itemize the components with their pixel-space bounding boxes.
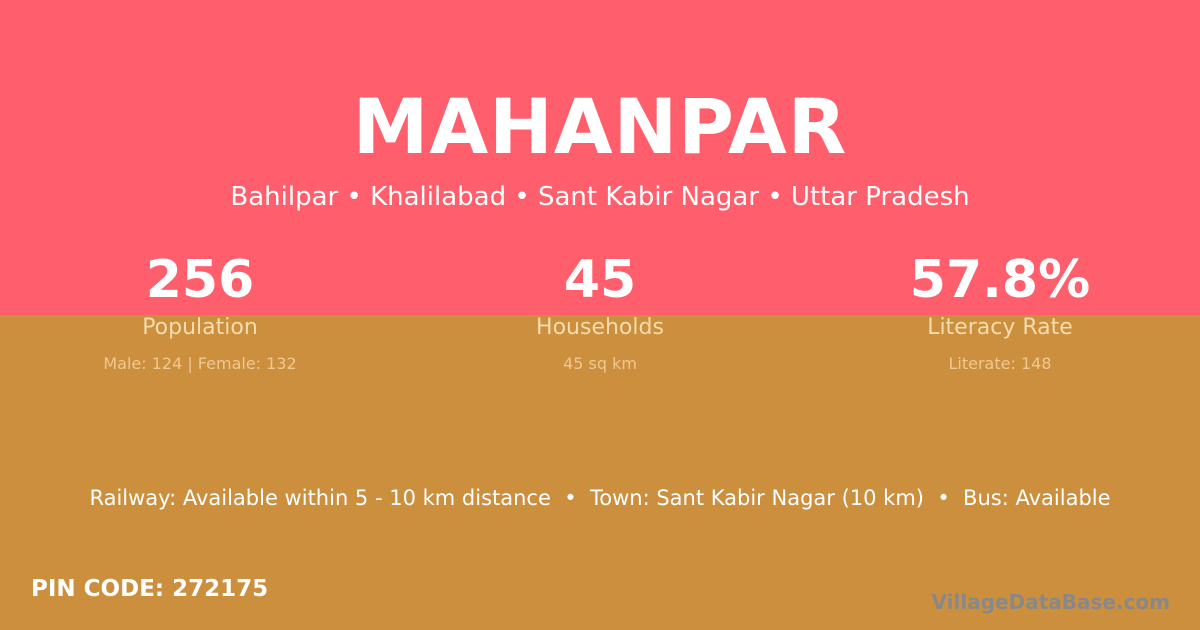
location-breadcrumb: Bahilpar • Khalilabad • Sant Kabir Nagar… — [230, 182, 970, 212]
village-name: MAHANPAR — [352, 82, 848, 171]
literacy-detail: Literate: 148 — [948, 354, 1052, 373]
population-value: 256 — [145, 250, 255, 310]
population-detail: Male: 124 | Female: 132 — [103, 354, 297, 373]
households-value: 45 — [563, 250, 637, 310]
households-label: Households — [536, 315, 664, 340]
footer-band — [0, 315, 1200, 630]
population-label: Population — [142, 315, 258, 340]
connectivity-info: Railway: Available within 5 - 10 km dist… — [89, 486, 1111, 510]
brand-watermark: VillageDataBase.com — [931, 590, 1170, 614]
header-band — [0, 0, 1200, 315]
literacy-value: 57.8% — [909, 250, 1091, 310]
households-detail: 45 sq km — [563, 354, 637, 373]
pin-code: PIN CODE: 272175 — [31, 576, 269, 602]
literacy-label: Literacy Rate — [927, 315, 1073, 340]
